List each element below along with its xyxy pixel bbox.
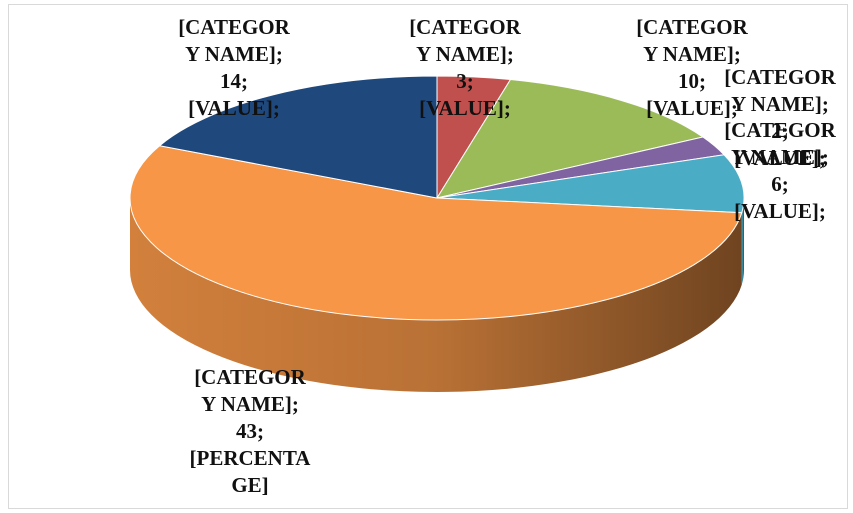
slice	[129, 145, 743, 321]
label-value: 6	[771, 172, 782, 196]
label-separator: ;	[699, 69, 706, 93]
chart-area	[8, 4, 848, 509]
label-suffix: [VALUE];	[419, 96, 511, 120]
slice	[436, 154, 745, 214]
label-suffix: [VALUE];	[188, 96, 280, 120]
label-value: 2	[771, 119, 782, 143]
label-separator: ;	[506, 42, 514, 66]
label-separator: ;	[733, 42, 741, 66]
data-label: [CATEGORY NAME]; 14; [VALUE];	[172, 14, 296, 122]
label-value: 3	[456, 69, 467, 93]
label-category: [CATEGORY NAME]	[409, 15, 521, 66]
slice	[158, 75, 438, 199]
label-suffix: [VALUE];	[734, 146, 826, 170]
data-label: [CATEGORY NAME]; 43; [PERCENTAGE]	[188, 364, 312, 499]
label-separator: ;	[821, 145, 829, 169]
label-separator: ;	[291, 392, 299, 416]
data-label: [CATEGORY NAME]; 6; [VALUE];	[718, 117, 842, 225]
label-separator: ;	[781, 119, 789, 143]
label-category: [CATEGORY NAME]	[178, 15, 290, 66]
label-value: 14	[220, 69, 241, 93]
label-separator: ;	[781, 172, 789, 196]
label-value: 43	[236, 419, 257, 443]
label-category: [CATEGORY NAME]	[724, 65, 836, 116]
label-separator: ;	[821, 92, 829, 116]
label-category: [CATEGORY NAME]	[636, 15, 748, 66]
label-category: [CATEGORY NAME]	[724, 118, 836, 169]
slice-side	[130, 198, 742, 392]
slice-side	[741, 198, 744, 285]
label-category: [CATEGORY NAME]	[194, 365, 306, 416]
label-separator: ;	[257, 419, 264, 443]
data-label: [CATEGORY NAME]; 10; [VALUE];	[630, 14, 754, 122]
label-separator: ;	[275, 42, 283, 66]
data-label: [CATEGORY NAME]; 3; [VALUE];	[403, 14, 527, 122]
label-suffix: [PERCENTAGE]	[189, 446, 311, 497]
label-suffix: [VALUE];	[734, 199, 826, 223]
slice	[435, 79, 705, 199]
data-label: [CATEGORY NAME]; 2; [VALUE];	[718, 64, 842, 172]
label-value: 10	[678, 69, 699, 93]
label-suffix: [VALUE];	[646, 96, 738, 120]
label-separator: ;	[241, 69, 248, 93]
label-separator: ;	[466, 69, 474, 93]
